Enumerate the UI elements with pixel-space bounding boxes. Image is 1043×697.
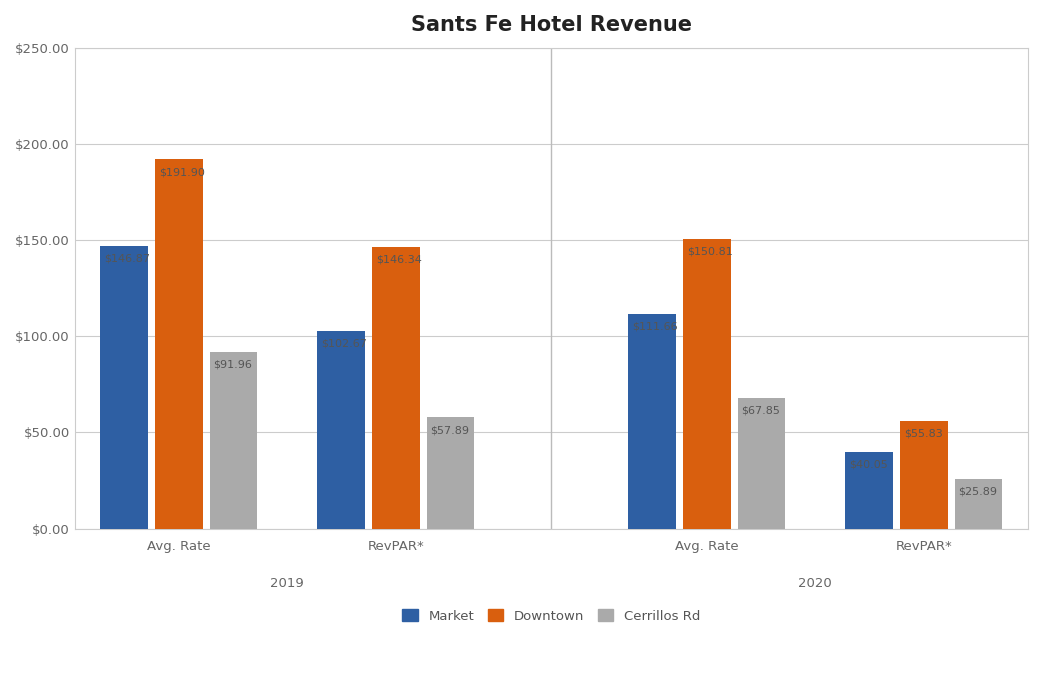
Text: $191.90: $191.90 <box>159 167 204 177</box>
Text: $57.89: $57.89 <box>431 425 469 435</box>
Bar <box>737 398 785 529</box>
Text: $25.89: $25.89 <box>959 487 997 496</box>
Bar <box>155 160 202 529</box>
Title: Sants Fe Hotel Revenue: Sants Fe Hotel Revenue <box>411 15 692 35</box>
Text: $40.05: $40.05 <box>849 459 888 469</box>
Text: 2019: 2019 <box>270 577 305 590</box>
Bar <box>317 331 365 529</box>
Text: $150.81: $150.81 <box>686 246 732 256</box>
Text: $91.96: $91.96 <box>214 360 252 369</box>
Bar <box>845 452 893 529</box>
Bar <box>628 314 676 529</box>
Bar <box>954 479 1002 529</box>
Text: $146.34: $146.34 <box>375 255 421 265</box>
Bar <box>372 247 419 529</box>
Legend: Market, Downtown, Cerrillos Rd: Market, Downtown, Cerrillos Rd <box>397 604 706 628</box>
Text: $67.85: $67.85 <box>742 406 780 416</box>
Bar <box>100 246 148 529</box>
Text: $111.66: $111.66 <box>632 321 678 332</box>
Text: $55.83: $55.83 <box>903 429 943 439</box>
Bar <box>210 352 258 529</box>
Text: $102.67: $102.67 <box>321 339 367 349</box>
Bar <box>683 238 731 529</box>
Bar <box>427 418 475 529</box>
Text: 2020: 2020 <box>798 577 832 590</box>
Text: $146.87: $146.87 <box>104 254 150 263</box>
Bar <box>900 421 948 529</box>
